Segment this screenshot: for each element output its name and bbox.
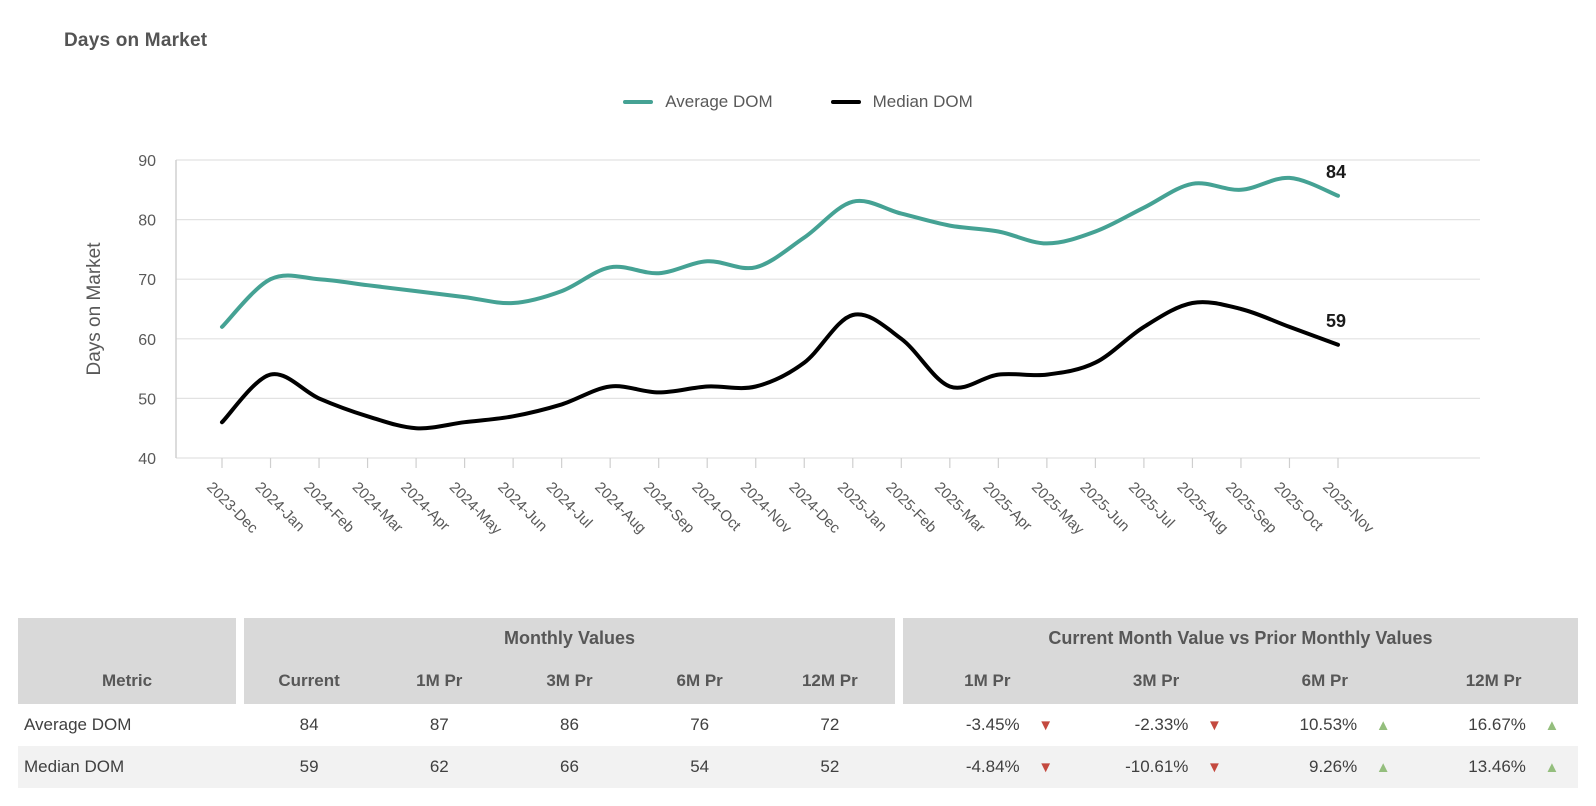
col-header-chg-6m-pr: 6M Pr [1240,658,1410,704]
triangle-down-icon: ▼ [1207,716,1222,734]
triangle-down-icon: ▼ [1038,716,1054,734]
triangle-down-icon: ▼ [1207,758,1222,776]
change-cell: -10.61% ▼ [1072,746,1241,788]
x-axis-tick-label: 2024-Jan [252,479,308,535]
change-cell: 13.46% ▲ [1409,746,1578,788]
x-axis-tick-label: 2025-Jul [1125,479,1178,532]
metric-column-header: Metric [18,658,236,704]
x-axis-tick-label: 2024-Sep [640,479,698,537]
table-row: Median DOM 59 62 66 54 52 -4.84% ▼ -10.6… [18,746,1578,788]
value-cell: 87 [429,715,449,734]
value-cell: 54 [690,757,710,776]
x-axis-tick-label: 2024-Aug [591,479,649,537]
y-axis-title: Days on Market [84,242,105,376]
average-dom-line-swatch-icon [623,100,654,104]
series-line-median-dom [220,300,1340,431]
metric-group-header-cell [18,618,236,658]
change-cell: 10.53% ▲ [1240,704,1409,746]
value-cell: 66 [560,757,579,776]
col-header-chg-12m-pr: 12M Pr [1409,658,1578,704]
metric-label: Median DOM [24,757,125,776]
triangle-up-icon: ▲ [1375,758,1391,776]
value-cell: 76 [690,715,710,734]
x-axis-tick-label: 2024-Oct [688,479,744,535]
value-cell: 59 [299,757,319,776]
days-on-market-line-chart: 4050607080902023-Dec2024-Jan2024-Feb2024… [84,153,1480,538]
x-axis-tick-label: 2025-Oct [1271,479,1327,535]
change-cell: -4.84% ▼ [903,746,1072,788]
triangle-up-icon: ▲ [1375,716,1391,734]
change-cell: 16.67% ▲ [1409,704,1578,746]
table-column-header-row: Metric Current 1M Pr 3M Pr 6M Pr 12M Pr … [18,658,1578,704]
y-axis-tick-label: 70 [138,272,156,289]
value-cell: 84 [299,715,319,734]
x-axis-tick-label: 2024-Apr [397,479,453,535]
page-title: Days on Market [64,30,208,51]
vs-prior-group-header: Current Month Value vs Prior Monthly Val… [902,618,1578,658]
summary-table: Monthly Values Current Month Value vs Pr… [18,618,1578,788]
y-axis-tick-label: 90 [138,153,156,170]
col-header-1m-pr: 1M Pr [374,658,505,704]
triangle-down-icon: ▼ [1038,758,1054,776]
series-line-average-dom [220,175,1340,329]
legend-label: Average DOM [665,92,773,111]
x-axis-tick-label: 2025-Feb [882,479,939,536]
col-header-chg-3m-pr: 3M Pr [1071,658,1241,704]
y-axis-tick-label: 40 [138,451,156,468]
triangle-up-icon: ▲ [1544,758,1560,776]
x-axis-tick-label: 2023-Dec [203,479,261,537]
y-axis-tick-label: 50 [138,391,156,408]
x-axis-tick-label: 2024-Nov [737,479,795,537]
data-label: 84 [1326,162,1346,182]
legend-item-average-dom[interactable]: Average DOM [623,92,773,112]
col-header-12m-pr: 12M Pr [764,658,895,704]
col-header-6m-pr: 6M Pr [634,658,765,704]
x-axis-tick-label: 2025-Mar [931,479,988,536]
y-axis-tick-label: 60 [138,332,156,349]
change-cell: -3.45% ▼ [903,704,1072,746]
x-axis-tick-label: 2025-Jan [834,479,890,535]
change-cell: 9.26% ▲ [1240,746,1409,788]
chart-legend: Average DOM Median DOM [0,92,1596,112]
x-axis-tick-label: 2025-Aug [1174,479,1232,537]
table-row: Average DOM 84 87 86 76 72 -3.45% ▼ -2.3… [18,704,1578,746]
legend-item-median-dom[interactable]: Median DOM [830,92,973,112]
value-cell: 52 [820,757,840,776]
median-dom-line-swatch-icon [830,100,861,104]
value-cell: 86 [560,715,579,734]
table-group-header-row: Monthly Values Current Month Value vs Pr… [18,618,1578,658]
legend-label: Median DOM [872,92,973,111]
change-cell: -2.33% ▼ [1072,704,1241,746]
x-axis-tick-label: 2025-Apr [980,479,1036,535]
x-axis-tick-label: 2025-Sep [1222,479,1280,537]
x-axis-tick-label: 2025-Nov [1319,479,1377,537]
metric-label: Average DOM [24,715,132,734]
x-axis-tick-label: 2024-Mar [349,479,406,536]
col-header-current: Current [244,658,375,704]
monthly-values-group-header: Monthly Values [244,618,895,658]
triangle-up-icon: ▲ [1544,716,1560,734]
data-label: 59 [1326,311,1346,331]
col-header-chg-1m-pr: 1M Pr [902,658,1072,704]
col-header-3m-pr: 3M Pr [504,658,635,704]
value-cell: 62 [429,757,449,776]
x-axis-tick-label: 2024-Jul [543,479,596,532]
x-axis-tick-label: 2024-Dec [785,479,843,537]
value-cell: 72 [820,715,840,734]
x-axis-tick-label: 2024-Feb [300,479,357,536]
y-axis-tick-label: 80 [138,213,156,230]
